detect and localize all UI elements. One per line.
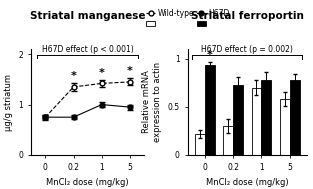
X-axis label: MnCl₂ dose (mg/kg): MnCl₂ dose (mg/kg) bbox=[206, 178, 289, 187]
Bar bbox=[252, 88, 261, 155]
Y-axis label: Relative mRNA
expression to actin: Relative mRNA expression to actin bbox=[142, 62, 162, 142]
X-axis label: MnCl₂ dose (mg/kg): MnCl₂ dose (mg/kg) bbox=[46, 178, 129, 187]
Text: H67D effect (p < 0.001): H67D effect (p < 0.001) bbox=[42, 45, 134, 54]
Text: *: * bbox=[207, 50, 213, 60]
Legend: Wild-type, , H67D, : Wild-type, , H67D, bbox=[146, 9, 229, 28]
Bar bbox=[205, 66, 215, 155]
Title: Striatal manganese: Striatal manganese bbox=[30, 11, 146, 21]
Text: *: * bbox=[127, 66, 133, 76]
Text: H67D effect (p = 0.002): H67D effect (p = 0.002) bbox=[201, 45, 293, 54]
Bar bbox=[280, 99, 290, 155]
Text: *: * bbox=[71, 71, 76, 81]
Text: *: * bbox=[99, 68, 105, 78]
Bar bbox=[290, 80, 300, 155]
Y-axis label: µg/g striatum: µg/g striatum bbox=[3, 74, 13, 131]
Title: Striatal ferroportin: Striatal ferroportin bbox=[191, 11, 304, 21]
Bar bbox=[261, 80, 271, 155]
Bar bbox=[195, 134, 205, 155]
Bar bbox=[233, 85, 243, 155]
Bar bbox=[223, 126, 233, 155]
